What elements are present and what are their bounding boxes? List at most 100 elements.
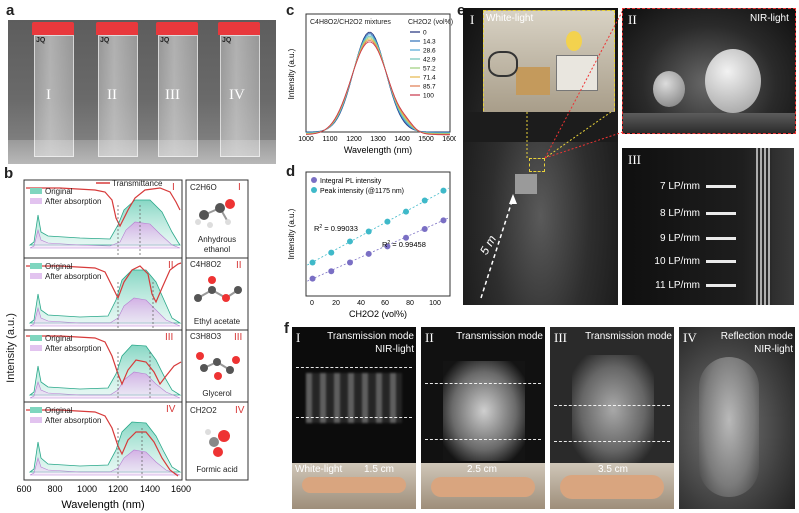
svg-text:Ethyl acetate: Ethyl acetate bbox=[194, 317, 241, 326]
f-depth-1: 1.5 cm bbox=[364, 464, 395, 475]
panel-b-plots: Intensity (a.u.) Transmittance bbox=[5, 179, 249, 511]
svg-text:1500: 1500 bbox=[418, 136, 434, 143]
panel-label-c: c bbox=[286, 2, 295, 19]
panel-label-e: e bbox=[457, 2, 466, 19]
c-ylabel: Intensity (a.u.) bbox=[287, 48, 296, 99]
f-depth-3: 3.5 cm bbox=[598, 464, 629, 475]
e-nir-inset bbox=[622, 8, 796, 134]
b-roman-2: II bbox=[168, 260, 174, 271]
c-legend-label: 14.3 bbox=[423, 39, 436, 46]
b1-after-area bbox=[29, 221, 181, 249]
f-cell-3 bbox=[550, 327, 674, 509]
d-point bbox=[421, 226, 428, 233]
d-point bbox=[384, 243, 391, 250]
b-xlabel: Wavelength (nm) bbox=[61, 499, 144, 511]
svg-text:20: 20 bbox=[332, 300, 340, 307]
c-legend-label: 100 bbox=[423, 93, 434, 100]
svg-text:ethanol: ethanol bbox=[204, 245, 230, 254]
e-nir-light-label: NIR-light bbox=[750, 13, 789, 24]
cuvette-3: JQ III bbox=[156, 22, 198, 158]
b-ylabel: Intensity (a.u.) bbox=[5, 313, 17, 383]
svg-text:After absorption: After absorption bbox=[45, 197, 101, 206]
e-resolution-target bbox=[622, 148, 794, 305]
e-roman-II: II bbox=[628, 12, 637, 27]
b-legend-row-2: Original After absorption bbox=[30, 262, 101, 281]
lp-label-7: 7 LP/mm bbox=[659, 181, 700, 192]
b2-transmittance-line bbox=[26, 262, 182, 304]
svg-text:80: 80 bbox=[406, 300, 414, 307]
sample-label-I: I bbox=[46, 87, 51, 103]
svg-text:Integral PL intensity: Integral PL intensity bbox=[320, 178, 382, 185]
b-legend-transmittance: Transmittance bbox=[96, 179, 163, 188]
d-xlabel: CH2O2 (vol%) bbox=[349, 309, 407, 319]
e-roman-I: I bbox=[470, 12, 475, 27]
f-cell-2 bbox=[421, 327, 545, 509]
f-cell-1 bbox=[292, 327, 416, 509]
f-mode-2: Transmission mode bbox=[456, 331, 543, 342]
e-overlay bbox=[480, 9, 624, 299]
d-point bbox=[365, 228, 372, 235]
d-r2-bottom: R2 = 0.99458 bbox=[382, 240, 426, 249]
molecule-box-4: CH2O2 IV Formic acid bbox=[190, 405, 245, 474]
molecule-box-3: C3H8O3 III Glycerol bbox=[190, 332, 242, 398]
f-cell-4 bbox=[679, 327, 795, 509]
svg-text:40: 40 bbox=[357, 300, 365, 307]
svg-text:III: III bbox=[234, 332, 242, 343]
svg-text:100: 100 bbox=[429, 300, 441, 307]
c-legend-title: CH2O2 (vol%) bbox=[408, 19, 453, 26]
svg-text:1600: 1600 bbox=[171, 484, 191, 494]
lp-label-11: 11 LP/mm bbox=[655, 280, 700, 291]
lp-label-10: 10 LP/mm bbox=[654, 256, 700, 267]
f-mode-1: Transmission mode bbox=[327, 331, 414, 342]
f-roman-3: III bbox=[554, 330, 567, 345]
b-roman-3: III bbox=[165, 332, 173, 343]
cuvette-brand: JQ bbox=[160, 37, 170, 44]
d-point bbox=[346, 259, 353, 266]
panel-label-a: a bbox=[6, 2, 15, 19]
d-point bbox=[328, 268, 335, 275]
sample-label-II: II bbox=[107, 87, 117, 103]
d-point bbox=[440, 187, 447, 194]
b-row-4 bbox=[23, 401, 249, 481]
cuvette-brand: JQ bbox=[100, 37, 110, 44]
c-legend-label: 42.9 bbox=[423, 57, 436, 64]
b-legend-row-3: Original After absorption bbox=[30, 334, 101, 353]
svg-text:1400: 1400 bbox=[140, 484, 160, 494]
c-curves bbox=[305, 31, 450, 136]
e-roman-III: III bbox=[628, 152, 641, 167]
lp-label-9: 9 LP/mm bbox=[659, 233, 700, 244]
f-white-1: White-light bbox=[295, 464, 343, 475]
svg-text:Glycerol: Glycerol bbox=[202, 389, 232, 398]
d-point bbox=[440, 217, 447, 224]
f-roman-4: IV bbox=[683, 330, 697, 345]
lp-label-8: 8 LP/mm bbox=[659, 208, 700, 219]
svg-text:Original: Original bbox=[45, 406, 73, 415]
molecule-box-2: C4H8O2 II Ethyl acetate bbox=[190, 260, 242, 326]
d-point bbox=[328, 249, 335, 256]
svg-text:1300: 1300 bbox=[370, 136, 386, 143]
svg-text:C2H6O: C2H6O bbox=[190, 183, 217, 192]
f-sub-4: NIR-light bbox=[754, 344, 793, 355]
panel-label-d: d bbox=[286, 163, 296, 180]
svg-text:Peak intensity (@1175 nm): Peak intensity (@1175 nm) bbox=[320, 188, 404, 195]
b3-transmittance-line bbox=[26, 335, 182, 386]
b-roman-1: I bbox=[172, 182, 175, 193]
panel-d-chart: Intensity (a.u.) Integral PL intensity P… bbox=[287, 171, 451, 319]
c-title: C4H8O2/CH2O2 mixtures bbox=[310, 19, 391, 26]
c-xaxis: 1000 1100 1200 1300 1400 1500 1600 Wavel… bbox=[298, 136, 456, 155]
e-scene-photo bbox=[463, 8, 618, 305]
d-point bbox=[403, 208, 410, 215]
d-point bbox=[346, 238, 353, 245]
d-point bbox=[309, 275, 316, 282]
sample-label-III: III bbox=[165, 87, 180, 103]
b-roman-4: IV bbox=[166, 404, 176, 415]
cuvette-brand: JQ bbox=[222, 37, 232, 44]
panel-label-f: f bbox=[284, 320, 289, 337]
panel-label-b: b bbox=[4, 165, 14, 182]
svg-text:I: I bbox=[238, 182, 241, 193]
svg-text:60: 60 bbox=[381, 300, 389, 307]
svg-text:1600: 1600 bbox=[442, 136, 456, 143]
lp-bar-9 bbox=[706, 237, 736, 240]
f-roman-1: I bbox=[296, 330, 301, 345]
svg-text:C4H8O2: C4H8O2 bbox=[190, 260, 222, 269]
